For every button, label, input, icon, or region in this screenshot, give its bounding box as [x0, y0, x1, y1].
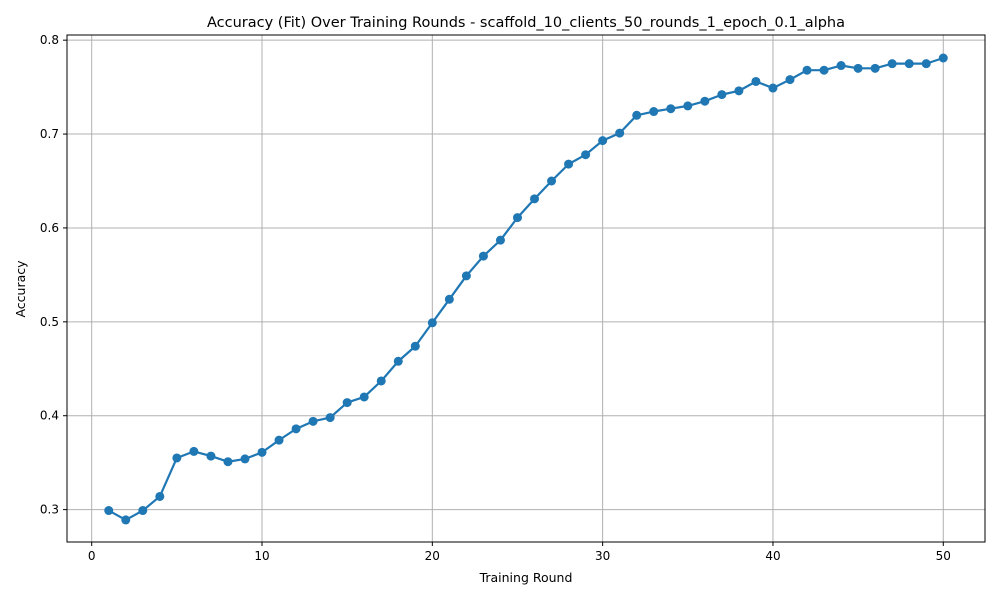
data-point	[717, 90, 727, 100]
data-point	[921, 59, 931, 69]
grid-lines	[67, 35, 985, 542]
chart-title: Accuracy (Fit) Over Training Rounds - sc…	[207, 15, 845, 31]
data-point	[189, 446, 199, 456]
y-tick-label: 0.5	[40, 315, 59, 329]
x-tick-label: 30	[595, 549, 610, 563]
data-point	[427, 318, 437, 328]
x-tick-label: 0	[88, 549, 96, 563]
data-point	[887, 59, 897, 69]
data-point	[308, 416, 318, 426]
y-tick-label: 0.6	[40, 221, 59, 235]
data-point	[564, 159, 574, 169]
data-point	[240, 454, 250, 464]
data-point	[376, 376, 386, 386]
data-point	[734, 86, 744, 96]
data-point	[121, 515, 131, 525]
y-axis-label: Accuracy	[13, 260, 28, 318]
x-axis-label: Training Round	[479, 570, 573, 585]
data-point	[768, 83, 778, 93]
x-tick-label: 50	[936, 549, 951, 563]
data-point	[274, 435, 284, 445]
data-point	[325, 413, 335, 423]
data-point	[104, 506, 114, 516]
data-point	[461, 271, 471, 281]
x-axis-ticks: 0 10 20 30 40 50	[88, 542, 951, 563]
y-tick-label: 0.7	[40, 127, 59, 141]
data-point	[138, 506, 148, 516]
data-point	[700, 96, 710, 106]
data-point	[291, 424, 301, 434]
x-tick-label: 40	[765, 549, 780, 563]
data-point	[836, 61, 846, 71]
data-point	[155, 491, 165, 501]
data-point	[649, 107, 659, 117]
data-point	[870, 63, 880, 73]
data-point	[785, 75, 795, 85]
data-point	[223, 457, 233, 467]
data-point	[598, 136, 608, 146]
data-point	[683, 101, 693, 111]
data-point	[632, 110, 642, 120]
y-axis-ticks: 0.3 0.4 0.5 0.6 0.7 0.8	[40, 33, 67, 517]
data-point	[853, 63, 863, 73]
data-point	[393, 356, 403, 366]
data-point	[359, 392, 369, 402]
data-point	[615, 128, 625, 138]
data-point	[512, 213, 522, 223]
data-point	[819, 65, 829, 75]
data-point	[172, 453, 182, 463]
data-point	[444, 294, 454, 304]
data-point	[581, 150, 591, 160]
data-point	[495, 235, 505, 245]
y-tick-label: 0.4	[40, 409, 59, 423]
data-point	[547, 176, 557, 186]
y-tick-label: 0.3	[40, 503, 59, 517]
x-tick-label: 20	[425, 549, 440, 563]
data-point	[206, 451, 216, 461]
plot-frame	[66, 34, 986, 543]
data-point	[802, 65, 812, 75]
data-point	[530, 194, 540, 204]
data-point	[904, 59, 914, 69]
data-point	[410, 341, 420, 351]
data-point	[478, 251, 488, 261]
data-markers	[104, 53, 948, 525]
data-point	[751, 76, 761, 86]
data-point	[938, 53, 948, 63]
data-point	[666, 104, 676, 114]
data-point	[257, 447, 267, 457]
y-tick-label: 0.8	[40, 33, 59, 47]
data-point	[342, 398, 352, 408]
x-tick-label: 10	[254, 549, 269, 563]
